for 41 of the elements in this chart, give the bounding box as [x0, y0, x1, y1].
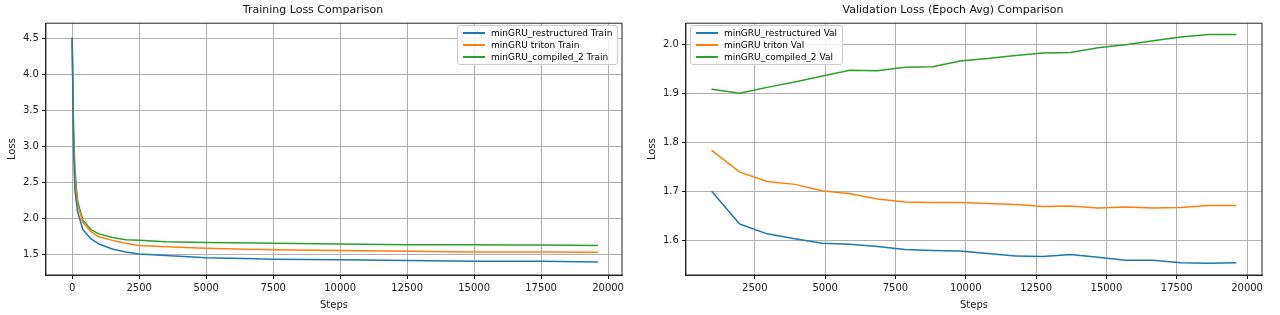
x-tick-label: 2500 — [742, 281, 768, 293]
y-tick-label: 3.0 — [23, 140, 39, 152]
x-tick-label: 17500 — [525, 281, 557, 293]
legend-label: minGRU triton Train — [491, 39, 580, 52]
y-tick-label: 1.5 — [23, 248, 39, 260]
legend-label: minGRU triton Val — [723, 39, 805, 52]
x-tick-label: 5000 — [193, 281, 219, 293]
y-tick-label: 3.5 — [23, 104, 39, 116]
y-tick-label: 1.6 — [663, 233, 679, 245]
x-tick-label: 10000 — [324, 281, 357, 293]
x-tick-label: 17500 — [1160, 281, 1193, 293]
x-tick-label: 20000 — [1231, 281, 1263, 293]
legend-label: minGRU_restructured Val — [723, 27, 838, 40]
y-tick-label: 4.0 — [23, 68, 39, 80]
legend-label: minGRU_compiled_2 Val — [723, 51, 833, 64]
x-tick-label: 7500 — [260, 281, 286, 293]
y-axis-title: Loss — [645, 138, 657, 161]
legend-label: minGRU_restructured Train — [491, 27, 613, 40]
chart-title: Validation Loss (Epoch Avg) Comparison — [842, 3, 1064, 17]
x-tick-label: 12500 — [1020, 281, 1053, 293]
y-tick-label: 1.7 — [663, 184, 679, 196]
x-tick-label: 12500 — [391, 281, 424, 293]
y-tick-label: 2.0 — [23, 212, 39, 224]
x-axis-title: Steps — [319, 298, 348, 310]
x-tick-label: 5000 — [812, 281, 838, 293]
y-tick-label: 2.0 — [663, 37, 679, 49]
y-tick-label: 4.5 — [23, 31, 39, 43]
y-tick-label: 2.5 — [23, 176, 39, 188]
legend-label: minGRU_compiled_2 Train — [491, 51, 609, 64]
x-tick-label: 0 — [68, 281, 76, 293]
x-tick-label: 15000 — [458, 281, 490, 293]
x-tick-label: 10000 — [949, 281, 982, 293]
x-tick-label: 2500 — [126, 281, 152, 293]
x-tick-label: 7500 — [882, 281, 909, 293]
x-axis-title: Steps — [959, 298, 988, 310]
y-axis-title: Loss — [5, 138, 17, 161]
y-tick-label: 1.8 — [663, 135, 679, 147]
x-tick-label: 20000 — [592, 281, 624, 293]
chart-title: Training Loss Comparison — [241, 3, 384, 17]
x-tick-label: 15000 — [1090, 281, 1123, 293]
y-tick-label: 1.9 — [663, 86, 679, 98]
